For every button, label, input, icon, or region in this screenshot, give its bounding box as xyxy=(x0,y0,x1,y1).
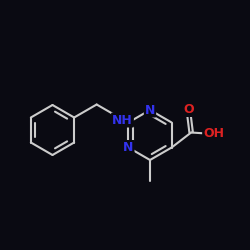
Text: OH: OH xyxy=(203,127,224,140)
Text: N: N xyxy=(145,104,155,117)
Text: O: O xyxy=(183,103,194,116)
Text: N: N xyxy=(123,141,134,154)
Text: NH: NH xyxy=(112,114,133,126)
